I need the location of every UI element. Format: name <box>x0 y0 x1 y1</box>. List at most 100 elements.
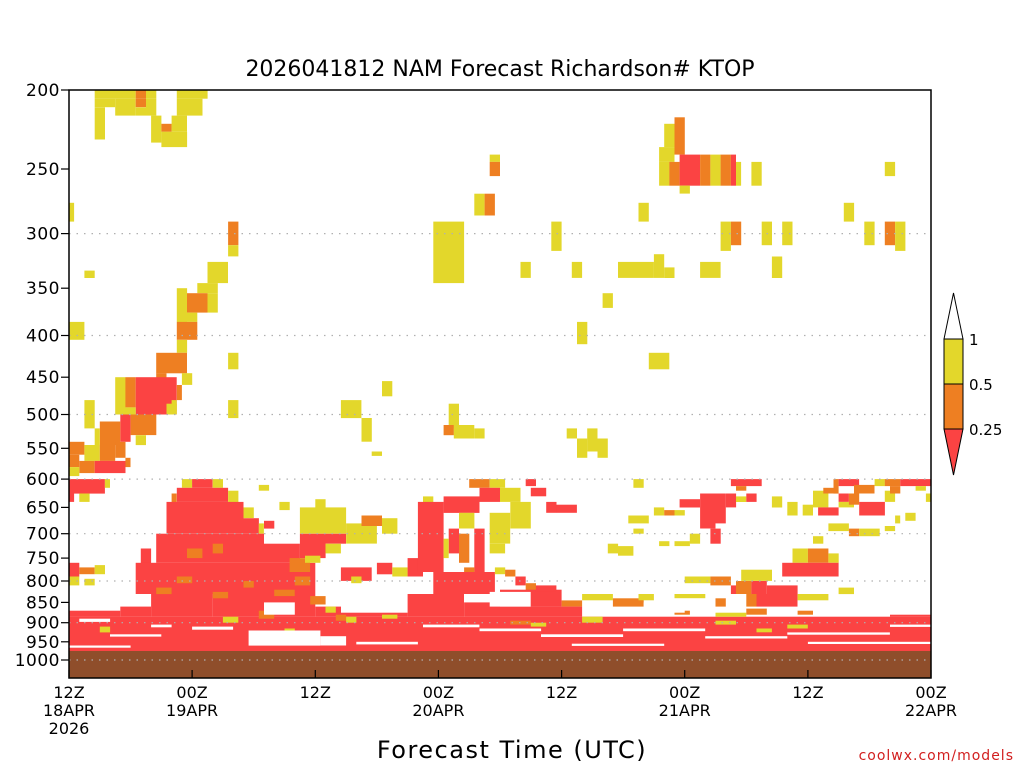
ri-cell-277 <box>756 628 772 633</box>
y-tick-label-850: 850 <box>26 593 60 613</box>
ri-cell-71 <box>382 381 393 397</box>
y-tick-label-700: 700 <box>26 525 60 545</box>
chart-title: 2026041812 NAM Forecast Richardson# KTOP <box>245 57 754 82</box>
y-tick-label-650: 650 <box>26 498 60 518</box>
ri-cell-125 <box>299 533 326 559</box>
ri-cell-195 <box>730 479 762 487</box>
ri-cell-135 <box>325 543 341 554</box>
plot-frame <box>68 89 932 679</box>
ri-gap-2 <box>151 624 172 628</box>
ri-cell-185 <box>607 543 619 554</box>
ri-cell-162 <box>469 479 490 488</box>
ri-cell-122 <box>264 520 275 529</box>
ri-cell-113 <box>176 487 229 502</box>
ri-cell-268 <box>99 626 111 633</box>
ri-gap-5 <box>423 624 480 628</box>
ri-cell-48 <box>571 261 583 278</box>
ri-cell-254 <box>407 594 464 617</box>
ri-cell-199 <box>771 496 783 508</box>
ri-cell-201 <box>802 504 813 516</box>
ri-cell-53 <box>771 256 783 278</box>
ri-cell-264 <box>346 616 357 623</box>
ri-cell-248 <box>69 610 121 617</box>
ri-cell-227 <box>828 553 839 563</box>
ri-cell-28 <box>730 154 736 186</box>
ri-cell-200 <box>787 501 798 516</box>
ri-cell-196 <box>736 486 747 491</box>
y-tick-label-800: 800 <box>26 572 60 592</box>
ri-cell-11 <box>151 115 162 143</box>
ri-gap-7 <box>541 634 624 637</box>
ri-cell-13 <box>161 131 188 148</box>
ri-gap-18 <box>264 602 295 615</box>
ri-gap-17 <box>489 591 531 607</box>
ri-gap-19 <box>643 602 685 613</box>
y-tick-label-200: 200 <box>26 81 60 101</box>
ri-cell-150 <box>376 562 393 575</box>
ri-cell-225 <box>792 548 808 563</box>
ri-cell-194 <box>710 528 721 544</box>
ri-cell-78 <box>166 403 177 415</box>
ri-cell-153 <box>417 501 444 572</box>
ri-cell-218 <box>895 515 901 524</box>
ri-cell-88 <box>361 418 372 442</box>
ri-cell-228 <box>813 536 824 544</box>
x-tick-label-2-1: 12Z <box>300 683 331 702</box>
x-tick-label-0-2: 18APR <box>43 701 95 720</box>
ri-gap-20 <box>79 618 111 622</box>
ri-cell-167 <box>510 501 531 529</box>
ri-cell-90 <box>453 425 475 439</box>
ri-cell-206 <box>838 493 849 502</box>
ri-cell-123 <box>156 533 264 563</box>
ri-cell-235 <box>751 581 767 599</box>
plot-fills <box>69 90 931 678</box>
ri-cell-47 <box>520 261 531 278</box>
ri-cell-207 <box>818 507 839 516</box>
ri-cell-151 <box>392 567 408 577</box>
ri-cell-127 <box>187 548 203 559</box>
y-axis: 200 250 300 350 400 450 500 550 600 650 700 750 8008… <box>15 81 69 671</box>
ri-cell-276 <box>787 624 808 629</box>
ri-cell-193 <box>725 493 737 508</box>
ri-cell-65 <box>176 339 188 353</box>
ri-cell-208 <box>838 501 854 508</box>
x-axis-label: Forecast Time (UTC) <box>377 736 647 764</box>
ri-cell-41 <box>730 221 742 246</box>
ri-cell-260 <box>274 589 295 597</box>
y-tick-label-600: 600 <box>26 470 60 490</box>
ri-cell-241 <box>797 594 829 601</box>
ri-cell-187 <box>659 541 670 547</box>
ri-cell-31 <box>679 185 690 194</box>
ri-cell-165 <box>500 487 521 502</box>
ri-cell-217 <box>915 486 926 491</box>
ri-cell-129 <box>299 507 347 534</box>
ri-cell-159 <box>443 538 449 559</box>
ri-cell-182 <box>653 507 665 516</box>
ri-cell-3 <box>176 90 208 99</box>
ri-cell-18 <box>484 193 495 216</box>
y-tick-label-550: 550 <box>26 439 60 459</box>
ri-cell-67 <box>156 373 167 382</box>
ri-cell-6 <box>135 98 146 108</box>
y-tick-label-250: 250 <box>26 160 60 180</box>
ri-cell-26 <box>710 154 721 186</box>
ri-cell-259 <box>212 591 229 599</box>
x-tick-label-3-2: 20APR <box>412 701 464 720</box>
ri-cell-54 <box>84 270 95 278</box>
ri-cell-86 <box>94 428 100 445</box>
ri-cell-242 <box>838 587 854 595</box>
ri-cell-203 <box>823 487 834 494</box>
ri-cell-157 <box>459 533 470 563</box>
ri-cell-77 <box>125 407 136 415</box>
legend-bin-025-05 <box>943 383 964 430</box>
ri-cell-29 <box>736 161 742 186</box>
ri-cell-25 <box>700 154 711 186</box>
ri-cell-24 <box>679 154 701 186</box>
ri-cell-106 <box>69 479 105 494</box>
ri-cell-27 <box>720 154 731 186</box>
ri-cell-99 <box>99 445 116 461</box>
x-tick-label-0-3: 2026 <box>49 719 90 738</box>
ri-cell-7 <box>146 98 157 116</box>
legend-bin-05-1 <box>943 338 964 385</box>
